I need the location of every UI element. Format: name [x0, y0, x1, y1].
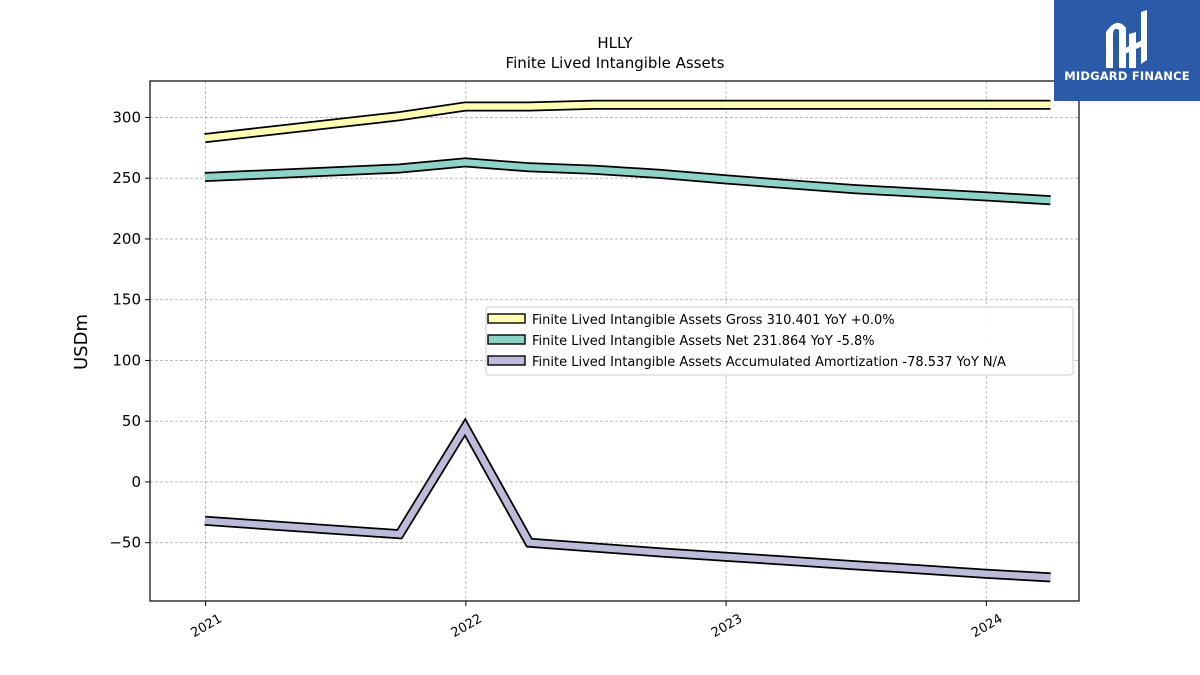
legend-label-gross: Finite Lived Intangible Assets Gross 310…: [532, 313, 895, 328]
x-tick-label: 2023: [709, 611, 745, 641]
y-tick-label: 100: [112, 351, 141, 369]
y-tick-label: 200: [112, 230, 141, 248]
midgard-m-logo-icon: [1106, 10, 1147, 68]
series-line-1: [204, 159, 1051, 204]
chart-subtitle: Finite Lived Intangible Assets: [506, 54, 725, 72]
y-tick-label: 250: [112, 169, 141, 187]
y-tick-label: 300: [112, 108, 141, 126]
y-tick-label: 150: [112, 291, 141, 309]
y-tick-label: 0: [131, 473, 141, 491]
series-line-outline-2: [204, 417, 1051, 583]
legend-swatch-gross: [487, 313, 526, 324]
logo-text: MIDGARD FINANCE: [1064, 69, 1190, 83]
x-tick-label: 2021: [188, 611, 224, 641]
chart-title: HLLY: [597, 34, 633, 52]
legend-label-net: Finite Lived Intangible Assets Net 231.8…: [532, 334, 875, 349]
legend-label-amortization: Finite Lived Intangible Assets Accumulat…: [532, 355, 1006, 370]
y-axis-label: USDm: [71, 314, 92, 370]
series-line-2: [204, 420, 1051, 581]
series-line-0: [204, 101, 1051, 142]
y-tick-label: −50: [109, 534, 141, 552]
legend-swatch-amortization: [487, 355, 526, 366]
midgard-finance-logo: MIDGARD FINANCE: [1054, 0, 1200, 101]
y-tick-label: 50: [122, 412, 141, 430]
x-tick-label: 2024: [969, 611, 1005, 641]
legend: Finite Lived Intangible Assets Gross 310…: [485, 306, 1074, 376]
legend-swatch-net: [487, 334, 526, 345]
legend-box: [485, 306, 1074, 376]
x-tick-label: 2022: [449, 611, 485, 641]
series-lines: [204, 99, 1051, 583]
plot-frame: [149, 80, 1080, 602]
